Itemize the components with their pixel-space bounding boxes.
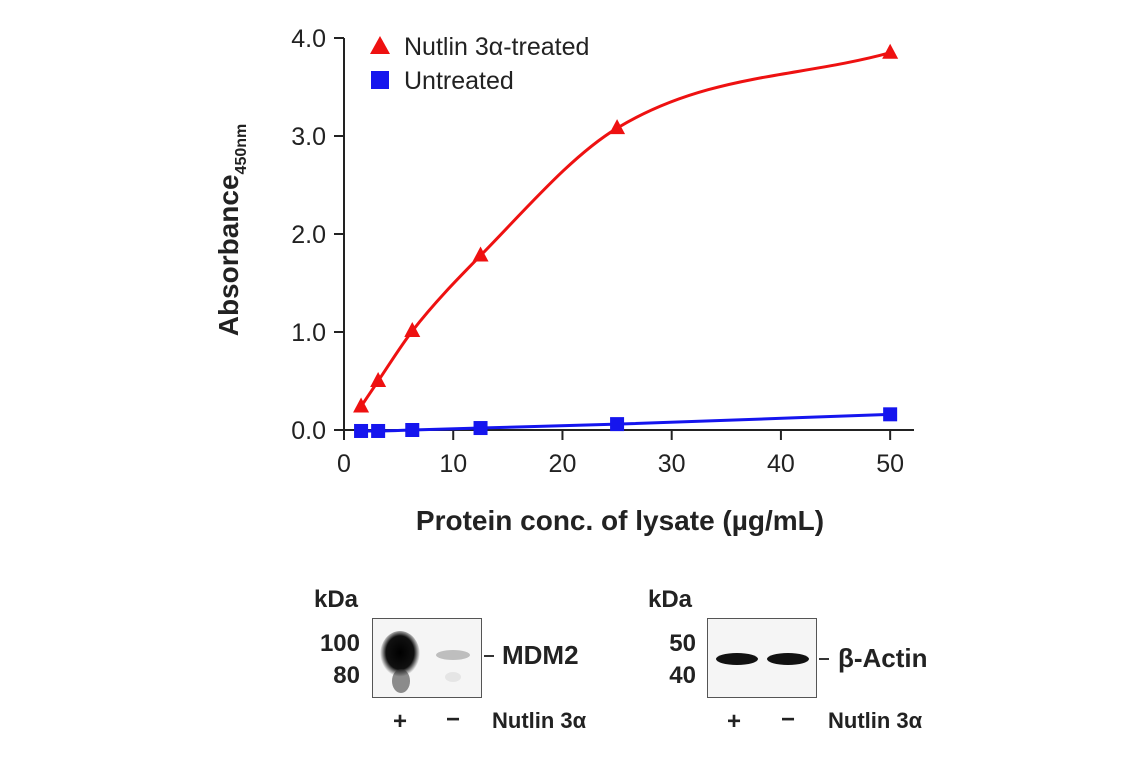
- mdm2-band-untreated: [436, 650, 470, 660]
- actin-label: β-Actin: [838, 643, 928, 673]
- mdm2-smear-treated: [392, 669, 410, 693]
- y-tick-label: 4.0: [291, 25, 326, 53]
- actin-blot-image: [707, 618, 817, 698]
- mdm2-pointer-line: [484, 655, 494, 657]
- y-tick-label: 2.0: [291, 221, 326, 249]
- x-tick-label: 30: [658, 450, 686, 478]
- point-untreated: [371, 423, 386, 438]
- left-marker-80: 80: [333, 662, 360, 689]
- x-tick-label: 10: [439, 450, 467, 478]
- left-lane-plus: +: [392, 708, 407, 735]
- x-tick-label: 0: [337, 450, 351, 478]
- x-tick-label: 50: [876, 450, 904, 478]
- fit-curves: [359, 51, 891, 433]
- y-axis-label-sub: 450nm: [233, 124, 250, 175]
- mdm2-band-treated: [380, 631, 420, 679]
- y-tick-label: 3.0: [291, 123, 326, 151]
- right-marker-40: 40: [669, 662, 696, 689]
- point-treated: [370, 372, 387, 387]
- y-tick-label: 1.0: [291, 319, 326, 347]
- absorbance-chart: 0.0 1.0 2.0 3.0 4.0 0 10 20 30 40 50 Nutlin 3α-tre…: [213, 25, 914, 536]
- mdm2-label: MDM2: [502, 640, 579, 670]
- legend-marker-untreated: [371, 71, 389, 89]
- legend: Nutlin 3α-treated Untreated: [370, 33, 589, 95]
- x-axis-label: Protein conc. of lysate (µg/mL): [416, 505, 824, 536]
- point-treated: [404, 322, 421, 338]
- actin-band-untreated: [767, 653, 809, 665]
- y-axis-label: Absorbance450nm: [213, 124, 250, 337]
- right-treatment-label: Nutlin 3α: [828, 708, 923, 733]
- y-tick-label: 0.0: [291, 417, 326, 445]
- y-axis-label-main: Absorbance: [213, 174, 244, 336]
- point-untreated: [354, 423, 369, 438]
- ticks: 0.0 1.0 2.0 3.0 4.0 0 10 20 30 40 50: [291, 25, 904, 478]
- actin-bands: [708, 619, 816, 697]
- right-lane-minus: −: [780, 706, 795, 733]
- point-untreated: [883, 407, 898, 422]
- right-marker-50: 50: [669, 630, 696, 657]
- right-kda-label: kDa: [648, 586, 693, 613]
- x-tick-label: 40: [767, 450, 795, 478]
- legend-label-untreated: Untreated: [404, 67, 514, 95]
- point-untreated: [610, 417, 625, 432]
- left-marker-100: 100: [319, 630, 360, 657]
- actin-band-treated: [716, 653, 758, 665]
- right-lane-plus: +: [726, 708, 741, 735]
- axes: [343, 38, 914, 431]
- curve-untreated: [361, 412, 891, 433]
- left-kda-label: kDa: [314, 586, 359, 613]
- mdm2-blot-image: [372, 618, 482, 698]
- point-treated: [472, 246, 489, 262]
- point-untreated: [473, 421, 488, 436]
- x-tick-label: 20: [549, 450, 577, 478]
- left-lane-minus: −: [445, 706, 460, 733]
- data-points: [353, 43, 899, 438]
- mdm2-bands: [373, 619, 481, 697]
- point-treated: [609, 119, 626, 135]
- point-treated: [353, 397, 370, 413]
- left-treatment-label: Nutlin 3α: [492, 708, 587, 733]
- point-treated: [882, 43, 899, 59]
- point-untreated: [405, 423, 420, 437]
- legend-marker-treated: [370, 36, 390, 54]
- legend-label-treated: Nutlin 3α-treated: [404, 33, 589, 61]
- actin-pointer-line: [819, 658, 829, 660]
- curve-treated: [359, 51, 891, 408]
